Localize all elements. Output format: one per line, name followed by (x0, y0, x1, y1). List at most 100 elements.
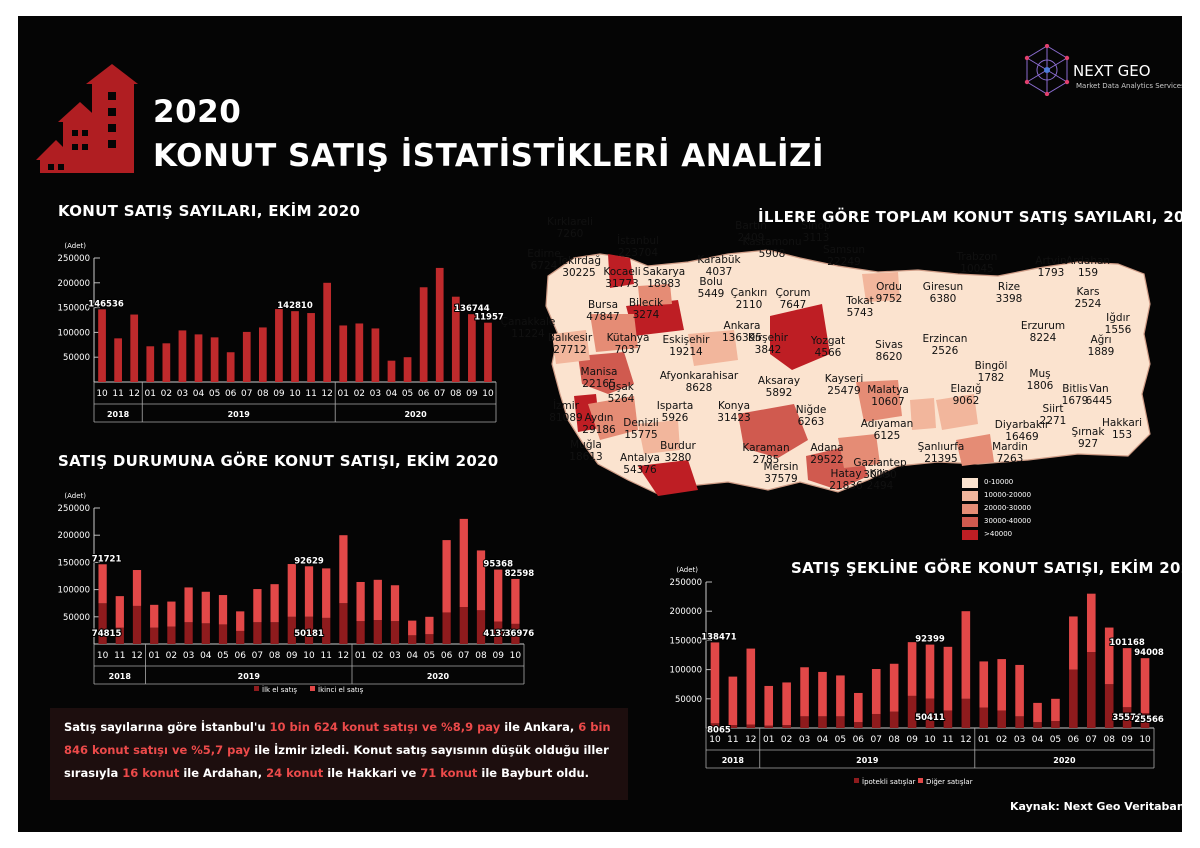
bar-2-17 (373, 579, 382, 621)
province-name: Hakkari (1102, 417, 1142, 429)
x-tick-label: 10 (1139, 735, 1151, 745)
bar-2-2 (728, 676, 738, 726)
bar-1-15 (323, 282, 332, 382)
province-name: Çorum (775, 287, 811, 299)
bar-1-19 (1033, 722, 1042, 728)
bar-1-24 (468, 314, 476, 382)
province-value: 7037 (614, 344, 642, 356)
map-label-province: Mardin 7263 (992, 441, 1028, 465)
x-tick-label: 12 (745, 735, 756, 745)
bar-1-25 (484, 322, 492, 382)
x-tick-label: 02 (781, 735, 792, 745)
map-legend-swatch (962, 491, 978, 501)
map-label-province: Siirt 2271 (1040, 403, 1067, 427)
province-value: 1782 (977, 372, 1005, 384)
province-name: Mersin (763, 461, 799, 473)
map-label-province: Karabük 4037 (697, 254, 740, 278)
bar-2-1 (710, 642, 720, 724)
province-value: 6380 (929, 293, 957, 305)
province-value: 3280 (664, 452, 692, 464)
bar-2-12 (287, 564, 296, 617)
map-label-province: Ağrı 1889 (1088, 334, 1115, 358)
map-label-province: Edirne 6724 (527, 248, 560, 272)
year-label: 2020 (1053, 756, 1076, 765)
bar-2-2 (115, 596, 124, 628)
data-label: 136744 (454, 304, 490, 314)
province-value: 11224 (511, 328, 545, 340)
x-tick-label: 10 (709, 735, 721, 745)
map-label-province: Bursa 47847 (586, 299, 619, 323)
bar-2-24 (1122, 648, 1132, 708)
province-value: 5449 (697, 288, 725, 300)
bar-1-21 (1069, 669, 1078, 728)
province-name: Kastamonu (742, 236, 802, 248)
map-legend-label: >40000 (984, 530, 1013, 538)
province-name: Adana (810, 442, 844, 454)
bar-1-6 (800, 716, 809, 728)
bar-1-8 (218, 624, 228, 644)
province-value: 2409 (737, 232, 765, 244)
bar-2-25 (1140, 658, 1150, 714)
bar-1-23 (476, 610, 486, 644)
x-tick-label: 04 (817, 735, 829, 745)
province-value: 8224 (1029, 332, 1057, 344)
bar-1-21 (442, 612, 451, 644)
x-tick-label: 08 (475, 651, 487, 661)
bar-1-8 (836, 716, 845, 728)
map-label-province: Kayseri 25479 (825, 373, 864, 397)
map-label-province: Trabzon 10045 (957, 251, 998, 275)
map-legend-swatch (962, 530, 978, 540)
bar-1-1 (98, 309, 106, 382)
bar-1-12 (275, 309, 283, 382)
bar-2-10 (871, 669, 881, 714)
province-value: 8628 (685, 382, 713, 394)
summary-highlight: 6 bin 846 konut satışı ve %5,7 pay (64, 720, 611, 757)
x-tick-label: 10 (510, 651, 522, 661)
province-value: 2271 (1039, 415, 1067, 427)
x-tick-label: 01 (355, 651, 366, 661)
province-value: 22249 (827, 256, 861, 268)
logo-tagline: Market Data Analytics Services (1076, 82, 1182, 90)
x-tick-label: 03 (370, 389, 381, 399)
map-label-province: Kırklareli 7260 (547, 216, 593, 240)
map-label-province: Artvin 1793 (1035, 255, 1066, 279)
infographic: 2020 KONUT SATIŞ İSTATİSTİKLERİ ANALİZİ … (18, 16, 1182, 832)
province-name: Bingöl (974, 360, 1008, 372)
map-label-province: Karaman 2785 (742, 442, 789, 466)
x-tick-label: 06 (418, 389, 430, 399)
map-label-province: Niğde 6263 (796, 404, 827, 428)
map-label-province: Ankara 136395 (722, 320, 762, 344)
bar-1-5 (782, 725, 791, 728)
bar-1-18 (390, 621, 400, 644)
y-tick-label: 150000 (670, 636, 702, 646)
province-value: 19214 (669, 346, 703, 358)
map-label-province: Çanakkale 11224 (501, 316, 556, 340)
y-tick-label: 250000 (58, 504, 90, 514)
bar-1-18 (1015, 716, 1024, 728)
province-name: Kırklareli (547, 216, 593, 228)
logo-name: NEXT GEO (1073, 62, 1151, 80)
bar-2-20 (1051, 698, 1060, 721)
bar-2-4 (764, 685, 774, 726)
data-label: 92629 (294, 556, 324, 566)
bar-1-22 (459, 607, 468, 644)
map-label-province: Kastamonu 5908 (742, 236, 801, 260)
x-tick-label: 05 (835, 735, 846, 745)
province-value: 223704 (617, 247, 659, 259)
province-name: Ordu (876, 281, 902, 293)
map-label-province: Muş 1806 (1027, 368, 1054, 392)
province-value: 9752 (875, 293, 903, 305)
province-name: Muğla (570, 439, 602, 451)
bar-2-4 (150, 604, 159, 628)
province-name: Kilis (869, 468, 891, 480)
province-name: Sinop (801, 220, 831, 232)
province-value: 5264 (607, 393, 635, 405)
page-title: KONUT SATIŞ İSTATİSTİKLERİ ANALİZİ (153, 138, 824, 174)
data-label: 101168 (1109, 638, 1145, 648)
bar-2-21 (442, 540, 451, 613)
x-tick-label: 02 (996, 735, 1007, 745)
bar-1-20 (403, 357, 412, 382)
map-label-province: Denizli 15775 (623, 417, 658, 441)
bar-2-24 (494, 569, 503, 622)
bar-2-22 (1086, 593, 1096, 653)
